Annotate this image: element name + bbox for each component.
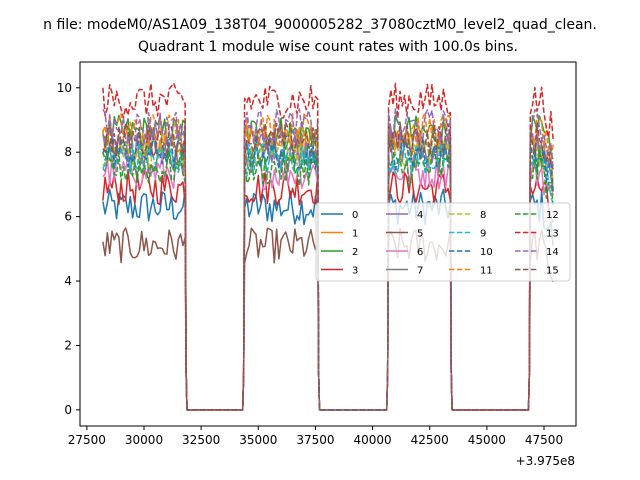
chart-title: Quadrant 1 module wise count rates with … [138, 39, 518, 55]
series-line-10 [102, 134, 554, 411]
x-tick-label: 32500 [182, 433, 220, 447]
x-tick-label: 37500 [296, 433, 334, 447]
x-tick-label: 42500 [411, 433, 449, 447]
legend-label-13: 13 [546, 229, 559, 240]
legend-label-9: 9 [480, 229, 486, 240]
x-tick-label: 47500 [525, 433, 563, 447]
legend-label-10: 10 [480, 247, 493, 258]
series-line-15 [102, 121, 554, 411]
legend-label-15: 15 [546, 266, 559, 277]
y-tick-label: 4 [64, 274, 72, 288]
legend-label-2: 2 [352, 247, 358, 258]
series-line-6 [102, 154, 554, 411]
legend-label-1: 1 [352, 229, 358, 240]
legend-label-4: 4 [417, 210, 423, 221]
legend-label-12: 12 [546, 210, 559, 221]
y-tick-label: 2 [64, 338, 72, 352]
legend-label-11: 11 [480, 266, 493, 277]
plot-frame [79, 61, 577, 427]
x-tick-label: 45000 [468, 433, 506, 447]
series-line-12 [102, 149, 554, 411]
series-line-9 [102, 141, 554, 411]
x-axis: 27500 30000 32500 35000 37500 40000 42500 45000… [68, 426, 563, 447]
y-tick-label: 0 [64, 403, 72, 417]
legend-label-14: 14 [546, 247, 559, 258]
series-layer [102, 82, 554, 411]
y-tick-label: 8 [64, 145, 72, 159]
legend-label-7: 7 [417, 266, 423, 277]
figure-suptitle: n file: modeM0/AS1A09_138T04_9000005282_… [43, 17, 597, 33]
y-axis: 0 2 4 6 8 10 [57, 81, 80, 417]
x-tick-label: 30000 [125, 433, 163, 447]
legend-label-3: 3 [352, 266, 358, 277]
legend-box [315, 202, 571, 282]
legend-label-8: 8 [480, 210, 486, 221]
series-line-13 [102, 82, 554, 411]
series-line-2 [102, 114, 554, 411]
x-tick-label: 35000 [239, 433, 277, 447]
y-tick-label: 10 [57, 81, 72, 95]
legend-label-6: 6 [417, 247, 423, 258]
legend-label-5: 5 [417, 229, 423, 240]
x-offset-label: +3.975e8 [516, 454, 575, 468]
legend-label-0: 0 [352, 210, 358, 221]
series-line-7 [102, 137, 554, 411]
x-tick-label: 40000 [353, 433, 391, 447]
y-tick-label: 6 [64, 210, 72, 224]
x-tick-label: 27500 [68, 433, 106, 447]
